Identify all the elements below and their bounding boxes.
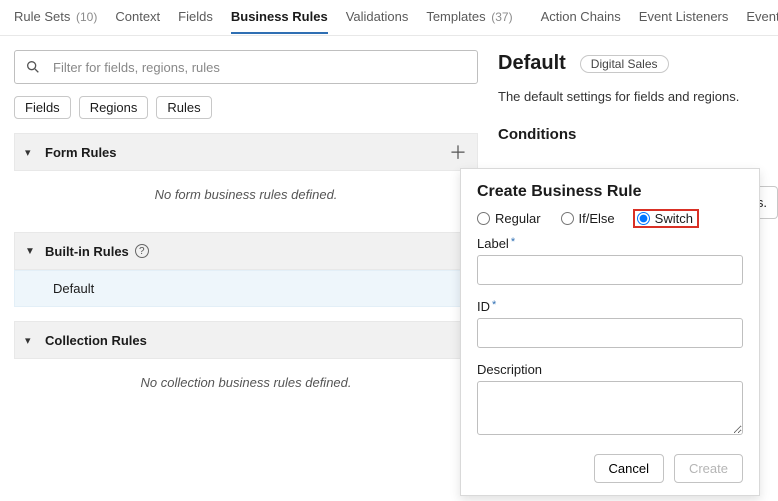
radio-regular[interactable]: Regular [477,211,541,226]
top-tabs: Rule Sets (10) Context Fields Business R… [0,0,778,36]
tab-validations[interactable]: Validations [346,9,409,34]
id-field-label: ID* [477,299,743,314]
switch-highlight: Switch [633,209,699,228]
radio-switch-input[interactable] [637,212,650,225]
builtin-item-default[interactable]: Default [14,270,478,307]
chip-rules[interactable]: Rules [156,96,211,119]
modal-title: Create Business Rule [477,183,743,201]
detail-title: Default [498,52,566,75]
label-input[interactable] [477,255,743,285]
filter-chips: Fields Regions Rules [14,96,478,119]
section-builtin-title: Built-in Rules [45,244,129,259]
collection-rules-empty: No collection business rules defined. [14,359,478,406]
tab-context[interactable]: Context [115,9,160,34]
tab-rule-sets-label: Rule Sets [14,9,70,24]
chip-regions[interactable]: Regions [79,96,149,119]
chevron-down-icon: ▾ [25,146,39,159]
chevron-down-icon: ▾ [25,334,39,347]
description-input[interactable] [477,381,743,435]
tab-business-rules[interactable]: Business Rules [231,9,328,34]
section-collection-rules[interactable]: ▾ Collection Rules [14,321,478,359]
radio-switch[interactable]: Switch [637,211,693,226]
detail-description: The default settings for fields and regi… [498,89,764,104]
tab-rule-sets-count: (10) [76,10,97,24]
radio-ifelse-label: If/Else [579,211,615,226]
description-field-label: Description [477,362,743,377]
radio-switch-label: Switch [655,211,693,226]
tab-templates-label: Templates [426,9,485,24]
section-builtin-rules[interactable]: ▼ Built-in Rules ? [14,232,478,270]
tab-action-chains[interactable]: Action Chains [541,9,621,34]
tab-fields[interactable]: Fields [178,9,213,34]
conditions-heading: Conditions [498,126,764,143]
label-field-label: Label* [477,236,743,251]
tab-templates[interactable]: Templates (37) [426,9,512,34]
create-rule-modal: Create Business Rule Regular If/Else Swi… [460,168,760,496]
section-form-title: Form Rules [45,145,117,160]
radio-ifelse[interactable]: If/Else [561,211,615,226]
rule-type-radios: Regular If/Else Switch [477,211,743,226]
create-button[interactable]: Create [674,454,743,483]
tab-event-listeners[interactable]: Event Listeners [639,9,729,34]
detail-tag: Digital Sales [580,55,669,73]
search-icon [25,59,41,75]
search-box[interactable] [14,50,478,84]
tab-rule-sets[interactable]: Rule Sets (10) [14,9,97,34]
id-input[interactable] [477,318,743,348]
chip-fields[interactable]: Fields [14,96,71,119]
radio-regular-input[interactable] [477,212,490,225]
search-input[interactable] [51,59,467,76]
radio-ifelse-input[interactable] [561,212,574,225]
help-icon[interactable]: ? [135,244,149,258]
chevron-down-icon: ▼ [25,246,39,257]
section-collection-title: Collection Rules [45,333,147,348]
section-form-rules[interactable]: ▾ Form Rules ＋ [14,133,478,171]
add-icon[interactable]: ＋ [449,139,467,165]
tab-templates-count: (37) [491,10,512,24]
builtin-item-label: Default [53,281,94,296]
left-panel: Fields Regions Rules ▾ Form Rules ＋ No f… [0,36,488,501]
tab-events[interactable]: Events [746,9,778,34]
form-rules-empty: No form business rules defined. [14,171,478,218]
radio-regular-label: Regular [495,211,541,226]
cancel-button[interactable]: Cancel [594,454,664,483]
